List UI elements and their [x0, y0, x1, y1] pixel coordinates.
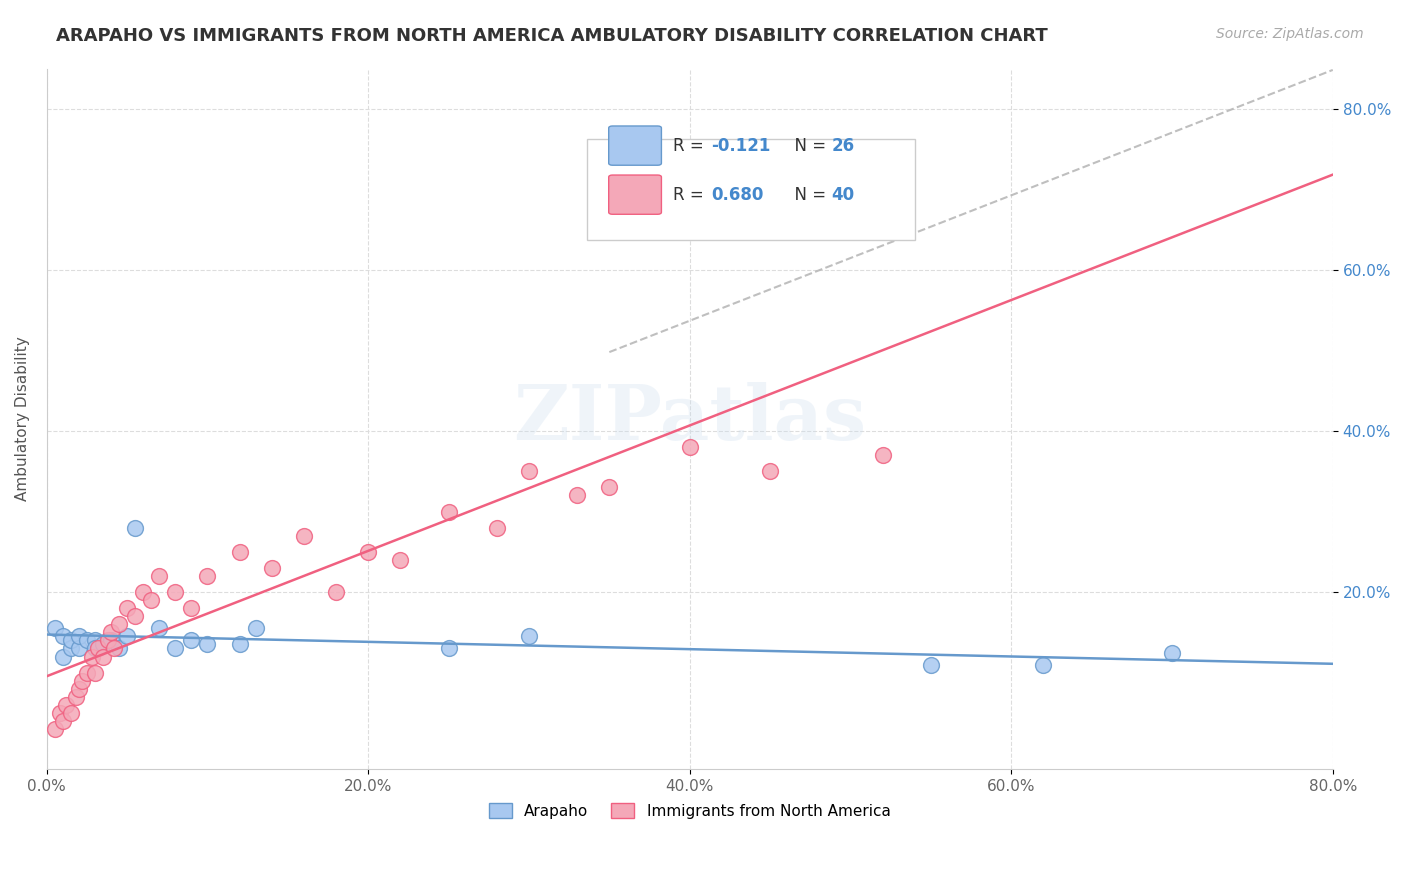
FancyBboxPatch shape — [609, 175, 661, 214]
Point — [1032, 657, 1054, 672]
Point — [165, 585, 187, 599]
Point — [148, 621, 170, 635]
Point — [124, 609, 146, 624]
Point — [115, 601, 138, 615]
Point — [485, 521, 508, 535]
Point — [872, 448, 894, 462]
Point — [44, 722, 66, 736]
Point — [517, 464, 540, 478]
Point — [91, 649, 114, 664]
Point — [100, 633, 122, 648]
Point — [52, 629, 75, 643]
Point — [437, 641, 460, 656]
Text: R =: R = — [673, 136, 709, 154]
Point — [83, 665, 105, 680]
Point — [567, 488, 589, 502]
Point — [108, 641, 131, 656]
Text: 40: 40 — [831, 186, 855, 203]
FancyBboxPatch shape — [609, 126, 661, 165]
Point — [260, 561, 283, 575]
Point — [148, 569, 170, 583]
Point — [357, 545, 380, 559]
Point — [80, 649, 103, 664]
Text: N =: N = — [783, 136, 831, 154]
Text: 26: 26 — [831, 136, 855, 154]
Point — [132, 585, 155, 599]
Point — [245, 621, 267, 635]
Point — [97, 633, 120, 648]
Point — [517, 629, 540, 643]
Point — [59, 706, 82, 720]
Point — [65, 690, 87, 704]
Point — [83, 641, 105, 656]
Point — [180, 601, 202, 615]
Point — [87, 641, 110, 656]
Text: Source: ZipAtlas.com: Source: ZipAtlas.com — [1216, 27, 1364, 41]
Point — [389, 553, 412, 567]
Point — [103, 641, 125, 656]
Point — [180, 633, 202, 648]
Text: N =: N = — [783, 186, 831, 203]
Point — [67, 629, 90, 643]
Point — [325, 585, 347, 599]
Text: 0.680: 0.680 — [711, 186, 763, 203]
Text: ZIPatlas: ZIPatlas — [513, 382, 866, 456]
Point — [55, 698, 77, 712]
Point — [197, 569, 219, 583]
Point — [759, 464, 782, 478]
Point — [228, 545, 250, 559]
Text: -0.121: -0.121 — [711, 136, 770, 154]
Point — [228, 637, 250, 651]
Point — [76, 633, 98, 648]
Point — [59, 633, 82, 648]
Point — [70, 673, 93, 688]
Point — [100, 625, 122, 640]
Legend: Arapaho, Immigrants from North America: Arapaho, Immigrants from North America — [482, 797, 897, 825]
Y-axis label: Ambulatory Disability: Ambulatory Disability — [15, 336, 30, 501]
Point — [91, 637, 114, 651]
Point — [67, 641, 90, 656]
Text: R =: R = — [673, 186, 709, 203]
Point — [44, 621, 66, 635]
Point — [83, 633, 105, 648]
FancyBboxPatch shape — [586, 138, 915, 240]
Point — [292, 529, 315, 543]
Point — [52, 649, 75, 664]
Text: ARAPAHO VS IMMIGRANTS FROM NORTH AMERICA AMBULATORY DISABILITY CORRELATION CHART: ARAPAHO VS IMMIGRANTS FROM NORTH AMERICA… — [56, 27, 1047, 45]
Point — [839, 166, 862, 180]
Point — [52, 714, 75, 728]
Point — [165, 641, 187, 656]
Point — [1161, 646, 1184, 660]
Point — [141, 593, 163, 607]
Point — [197, 637, 219, 651]
Point — [115, 629, 138, 643]
Point — [920, 657, 942, 672]
Point — [598, 480, 620, 494]
Point — [76, 665, 98, 680]
Point — [67, 681, 90, 696]
Point — [679, 440, 702, 454]
Point — [124, 521, 146, 535]
Point — [48, 706, 70, 720]
Point — [437, 504, 460, 518]
Point — [59, 641, 82, 656]
Point — [108, 617, 131, 632]
